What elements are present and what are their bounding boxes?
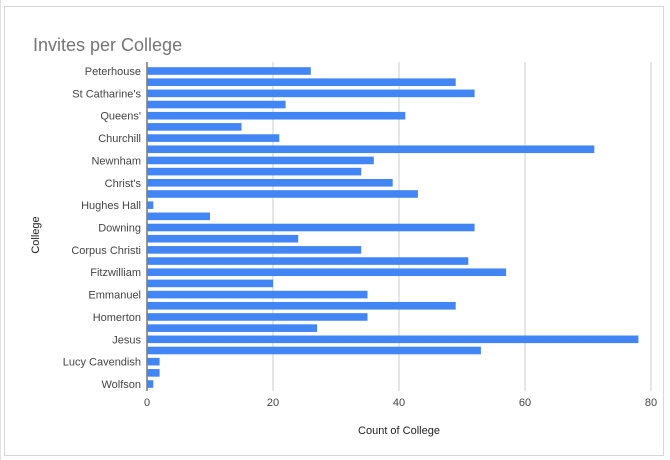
- y-tick-label: Wolfson: [101, 379, 141, 391]
- y-tick-label: Homerton: [93, 312, 141, 324]
- bar[interactable]: [147, 134, 280, 142]
- bar[interactable]: [147, 67, 311, 75]
- bar[interactable]: [147, 234, 299, 243]
- y-tick-label: Fitzwilliam: [90, 267, 141, 279]
- y-tick-label: Emmanuel: [88, 290, 141, 302]
- y-tick-label: Newnham: [91, 155, 141, 167]
- y-tick-label: Lucy Cavendish: [63, 357, 141, 369]
- bar[interactable]: [147, 179, 393, 187]
- bar[interactable]: [147, 268, 507, 277]
- y-tick-label: Queens': [100, 111, 141, 123]
- y-tick-label: Churchill: [98, 133, 141, 145]
- bar[interactable]: [147, 78, 456, 86]
- bar[interactable]: [147, 335, 639, 344]
- y-tick-label: Hughes Hall: [81, 200, 141, 212]
- bar[interactable]: [147, 223, 475, 232]
- y-axis-title: College: [30, 216, 42, 253]
- x-tick-label: 80: [645, 397, 657, 409]
- bar[interactable]: [147, 123, 242, 131]
- bar[interactable]: [147, 380, 154, 388]
- x-tick-label: 20: [267, 397, 279, 409]
- bar[interactable]: [147, 212, 210, 221]
- bar[interactable]: [147, 257, 469, 265]
- y-tick-label: Jesus: [112, 334, 141, 346]
- bar[interactable]: [147, 246, 362, 254]
- bar[interactable]: [147, 313, 368, 321]
- x-tick-label: 40: [393, 397, 405, 409]
- bar[interactable]: [147, 324, 318, 332]
- bar[interactable]: [147, 301, 456, 310]
- y-tick-labels: Peterhouse St Catharine's Queens' Churchill…: [63, 66, 142, 391]
- y-tick-label: Peterhouse: [85, 66, 141, 78]
- bar[interactable]: [147, 279, 273, 288]
- x-tick-labels: 0 20 40 60 80: [144, 397, 657, 409]
- bar[interactable]: [147, 156, 374, 165]
- bar[interactable]: [147, 290, 368, 299]
- bar[interactable]: [147, 89, 475, 98]
- bar[interactable]: [147, 346, 481, 355]
- x-tick-label: 60: [519, 397, 531, 409]
- y-tick-label: Christ's: [105, 178, 142, 190]
- bar[interactable]: [147, 167, 362, 176]
- bar[interactable]: [147, 369, 160, 377]
- chart-title: Invites per College: [33, 35, 183, 55]
- bar[interactable]: [147, 190, 418, 198]
- bar[interactable]: [147, 145, 595, 154]
- y-tick-label: Corpus Christi: [71, 245, 141, 257]
- x-axis-title: Count of College: [358, 425, 440, 437]
- bar[interactable]: [147, 357, 160, 366]
- bar[interactable]: [147, 201, 154, 209]
- bars: [147, 67, 639, 388]
- y-tick-label: Downing: [98, 223, 141, 235]
- bar[interactable]: [147, 111, 406, 120]
- y-tick-label: St Catharine's: [72, 88, 141, 100]
- bar[interactable]: [147, 100, 286, 109]
- x-tick-label: 0: [144, 397, 150, 409]
